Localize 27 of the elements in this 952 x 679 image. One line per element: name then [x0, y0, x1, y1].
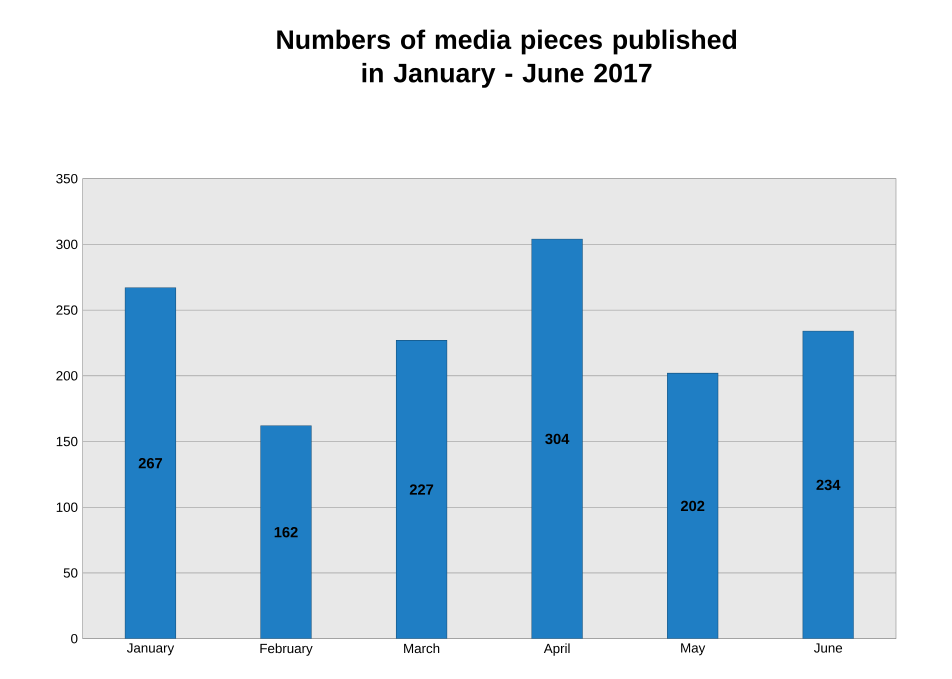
y-tick-label: 0	[71, 634, 78, 644]
y-tick-label: 100	[56, 502, 78, 512]
data-label: 227	[410, 484, 434, 495]
y-tick-label: 300	[56, 240, 78, 250]
bar	[260, 426, 312, 639]
data-label: 162	[274, 527, 298, 538]
data-label: 267	[138, 458, 162, 469]
chart-title: Numbers of media pieces published in January - June 2017	[277, 30, 736, 88]
y-tick-label: 150	[56, 436, 78, 446]
data-label: 202	[680, 500, 704, 512]
y-tick-label: 50	[64, 568, 78, 578]
y-tick-label: 350	[56, 174, 78, 184]
bar	[532, 239, 583, 639]
data-label: 234	[816, 480, 840, 490]
y-tick-label: 250	[56, 306, 78, 315]
x-tick-label: January	[126, 644, 174, 656]
bar	[667, 373, 718, 639]
x-tick-label: February	[260, 644, 313, 656]
data-label: 304	[545, 434, 570, 444]
x-tick-label: April	[544, 644, 570, 656]
bar	[802, 331, 854, 639]
bar	[396, 340, 448, 639]
x-tick-label: March	[404, 644, 440, 654]
x-tick-label: May	[681, 644, 706, 656]
bar	[124, 288, 176, 639]
y-tick-label: 200	[56, 371, 78, 381]
x-tick-label: June	[814, 644, 842, 653]
